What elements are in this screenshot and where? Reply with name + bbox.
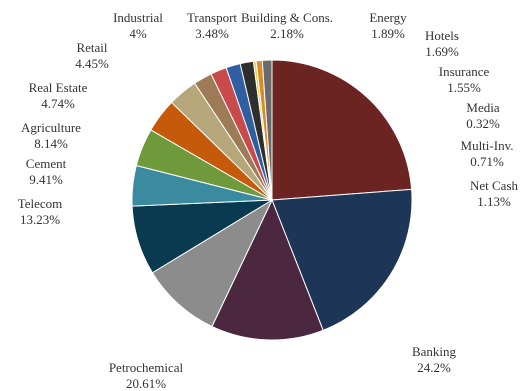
- slice-label: Multi-Inv. 0.71%: [461, 138, 514, 169]
- slice-label-name: Industrial: [113, 10, 163, 25]
- slice-label-name: Real Estate: [29, 80, 88, 95]
- slice-label-name: Insurance: [439, 64, 490, 79]
- slice-label-name: Hotels: [425, 28, 459, 43]
- slice-label: Cement 9.41%: [26, 156, 67, 187]
- slice-label-value: 2.18%: [270, 26, 304, 41]
- slice-label-name: Banking: [412, 344, 457, 359]
- slice-label-name: Petrochemical: [109, 360, 184, 375]
- slice-label-name: Media: [466, 100, 499, 115]
- slice-label-name: Net Cash: [470, 178, 519, 193]
- slice-label-value: 24.2%: [417, 360, 451, 375]
- slice-label: Hotels 1.69%: [425, 28, 459, 59]
- slice-label: Insurance 1.55%: [439, 64, 490, 95]
- slice-label-value: 8.14%: [34, 136, 68, 151]
- slice-label-value: 1.55%: [447, 80, 481, 95]
- slice-label-value: 20.61%: [126, 376, 166, 391]
- slice-label-value: 0.32%: [466, 116, 500, 131]
- pie-slice-net-cash: [261, 59, 273, 201]
- pie-slice-telecom: [211, 198, 324, 341]
- slice-label-name: Retail: [76, 40, 107, 55]
- slice-label-name: Building & Cons.: [241, 10, 333, 25]
- slice-label-value: 1.13%: [477, 194, 511, 209]
- slice-label-name: Transport: [187, 10, 237, 25]
- pie-slices: [131, 59, 413, 341]
- slice-label: Retail 4.45%: [75, 40, 109, 71]
- slice-label-value: 9.41%: [29, 172, 63, 187]
- slice-label: Telecom 13.23%: [18, 196, 63, 227]
- slice-label: Real Estate 4.74%: [29, 80, 88, 111]
- slice-label-name: Multi-Inv.: [461, 138, 514, 153]
- slice-label: Transport 3.48%: [187, 10, 237, 41]
- slice-label-value: 1.89%: [371, 26, 405, 41]
- slice-label-value: 13.23%: [20, 212, 60, 227]
- slice-label-name: Cement: [26, 156, 67, 171]
- slice-label-name: Energy: [369, 10, 407, 25]
- slice-label-value: 4.74%: [41, 96, 75, 111]
- slice-label-value: 1.69%: [425, 44, 459, 59]
- slice-label-name: Agriculture: [21, 120, 81, 135]
- pie-slice-cement: [151, 198, 274, 328]
- slice-label: Energy 1.89%: [369, 10, 407, 41]
- slice-label-name: Telecom: [18, 196, 63, 211]
- slice-label: Banking 24.2%: [412, 344, 457, 375]
- pie-slice-petrochemical: [271, 188, 413, 331]
- slice-label-value: 4.45%: [75, 56, 109, 71]
- slice-label: Building & Cons. 2.18%: [241, 10, 333, 41]
- slice-label-value: 0.71%: [470, 154, 504, 169]
- pie-labels: Banking 24.2% Petrochemical 20.61% Telecom 13…: [18, 10, 519, 391]
- pie-slice-banking: [271, 59, 413, 201]
- slice-label: Net Cash 1.13%: [470, 178, 519, 209]
- slice-label-value: 4%: [129, 26, 147, 41]
- slice-label: Industrial 4%: [113, 10, 163, 41]
- slice-label: Media 0.32%: [466, 100, 500, 131]
- slice-label-value: 3.48%: [195, 26, 229, 41]
- slice-label: Agriculture 8.14%: [21, 120, 81, 151]
- slice-label: Petrochemical 20.61%: [109, 360, 184, 391]
